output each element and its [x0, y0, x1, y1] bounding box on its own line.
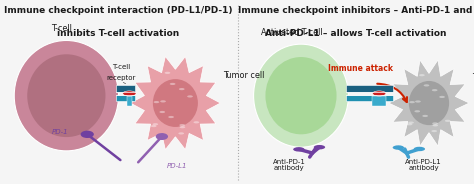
Text: Immune checkpoint inhibitors – Anti-PD-1 and: Immune checkpoint inhibitors – Anti-PD-1…: [238, 6, 473, 15]
Text: Anti-PD-1: Anti-PD-1: [273, 159, 306, 165]
Circle shape: [179, 88, 184, 90]
Text: Activated T-cell: Activated T-cell: [261, 28, 322, 37]
Ellipse shape: [409, 81, 449, 125]
Circle shape: [407, 123, 412, 125]
Circle shape: [170, 83, 175, 85]
Text: Immune attack: Immune attack: [328, 64, 393, 73]
Circle shape: [123, 91, 136, 96]
Circle shape: [414, 147, 425, 151]
Circle shape: [432, 122, 438, 125]
Text: Anti-PD-L1: Anti-PD-L1: [405, 159, 442, 165]
Text: T-cell: T-cell: [51, 24, 72, 33]
Circle shape: [432, 124, 438, 126]
Circle shape: [414, 110, 420, 112]
Circle shape: [432, 89, 438, 91]
Circle shape: [160, 100, 166, 102]
Ellipse shape: [14, 40, 118, 151]
Circle shape: [293, 147, 305, 152]
Circle shape: [439, 96, 445, 98]
Circle shape: [415, 100, 421, 103]
Text: antibody: antibody: [274, 165, 304, 171]
Text: inhibits T-cell activation: inhibits T-cell activation: [57, 29, 180, 38]
Circle shape: [419, 74, 425, 76]
Text: PD-L1: PD-L1: [167, 163, 187, 169]
Circle shape: [373, 91, 386, 96]
Circle shape: [153, 123, 158, 125]
FancyBboxPatch shape: [372, 96, 386, 106]
FancyBboxPatch shape: [346, 95, 393, 101]
Ellipse shape: [265, 57, 337, 134]
Circle shape: [178, 132, 184, 135]
Ellipse shape: [254, 44, 348, 147]
Circle shape: [409, 101, 415, 103]
Circle shape: [193, 121, 199, 123]
FancyBboxPatch shape: [346, 85, 393, 92]
Circle shape: [392, 145, 404, 150]
Circle shape: [408, 121, 414, 124]
FancyBboxPatch shape: [116, 95, 135, 101]
Text: receptor: receptor: [106, 75, 136, 81]
Polygon shape: [389, 60, 469, 146]
Circle shape: [180, 126, 185, 128]
Circle shape: [151, 125, 156, 127]
Circle shape: [168, 116, 174, 118]
Text: T-cell: T-cell: [112, 64, 130, 70]
Ellipse shape: [155, 133, 168, 140]
Ellipse shape: [27, 54, 106, 137]
Ellipse shape: [81, 131, 94, 138]
Text: Immune checkpoint interaction (PD-L1/PD-1): Immune checkpoint interaction (PD-L1/PD-…: [4, 6, 233, 15]
Text: Tumor cell death: Tumor cell death: [472, 73, 474, 82]
Text: Tumor cell: Tumor cell: [223, 71, 264, 80]
Circle shape: [159, 111, 165, 113]
Ellipse shape: [153, 79, 198, 127]
Circle shape: [424, 84, 429, 86]
Circle shape: [187, 95, 193, 98]
Circle shape: [445, 120, 451, 122]
FancyBboxPatch shape: [127, 96, 132, 106]
Circle shape: [314, 145, 325, 149]
Polygon shape: [130, 56, 220, 150]
Circle shape: [164, 72, 170, 74]
Circle shape: [422, 115, 428, 117]
Text: PD-1: PD-1: [52, 130, 68, 135]
Circle shape: [431, 130, 437, 132]
FancyBboxPatch shape: [116, 85, 135, 92]
Circle shape: [179, 124, 185, 126]
Circle shape: [154, 101, 159, 103]
Text: antibody: antibody: [409, 165, 439, 171]
Text: Anti-PD-L1 – allows T-cell activation: Anti-PD-L1 – allows T-cell activation: [265, 29, 446, 38]
